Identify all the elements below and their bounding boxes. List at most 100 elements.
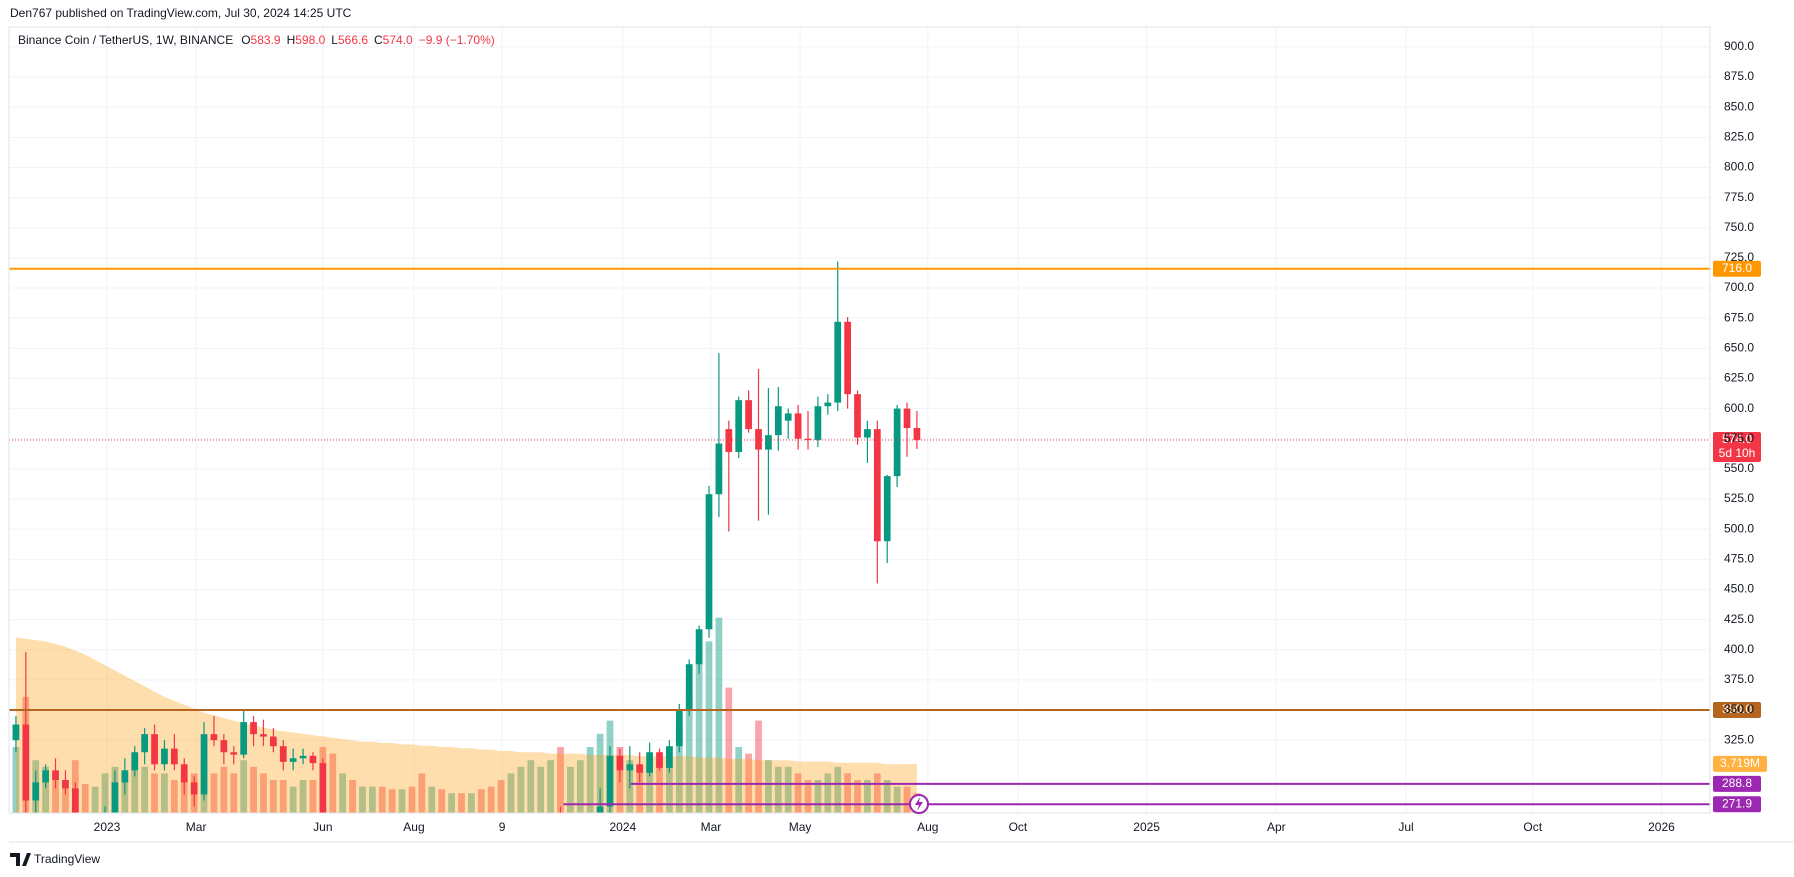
volume-bar [824,773,832,813]
volume-bar [91,786,99,813]
level-label: 288.8 [1722,776,1752,790]
volume-bar [864,780,871,813]
y-tick-label: 850.0 [1724,99,1754,113]
volume-bar [487,786,495,813]
candle-body [735,400,743,453]
volume-bar [220,766,228,813]
x-tick-label: Apr [1267,820,1286,834]
volume-bar [596,733,604,813]
level-label-bg [1713,260,1761,277]
level-label: 271.9 [1722,796,1752,810]
candle-body [269,736,277,747]
candle-body [309,755,317,764]
x-tick-label: Aug [403,820,424,834]
candle-body [250,722,257,735]
y-tick-label: 875.0 [1724,69,1754,83]
candle-body [289,758,297,762]
volume-bar [398,789,406,813]
volume-bar [675,727,683,813]
y-tick-label: 350.0 [1724,702,1754,716]
volume-bar [170,780,178,813]
volume-bar [438,789,446,813]
x-tick-label: 9 [499,820,506,834]
candle-body [873,429,881,542]
candle-body [230,752,238,755]
candle-body [210,734,218,741]
volume-bar [646,766,653,813]
candle-body [774,406,782,436]
legend-change: −9.9 (−1.70%) [419,33,495,47]
y-tick-label: 600.0 [1724,401,1754,415]
candle-body [111,782,119,813]
candle-body [844,321,851,395]
volume-bar [141,766,149,813]
x-tick-label: Oct [1009,820,1028,834]
volume-bar [586,747,594,813]
volume-bar [695,654,703,813]
y-tick-label: 475.0 [1724,551,1754,565]
level-label: 350.0 [1722,702,1752,716]
candle-body [675,710,683,747]
y-tick-label: 900.0 [1724,39,1754,53]
volume-bar [576,760,584,813]
publisher-note: Den767 published on TradingView.com, Jul… [10,6,352,20]
candle-body [279,746,287,762]
y-tick-label: 650.0 [1724,340,1754,354]
candles [12,261,921,813]
volume-bar [131,760,139,813]
candle-body [893,408,901,477]
volume-bar [299,780,307,813]
volume-bar [428,786,436,813]
volume-bar [408,786,416,813]
last-price-badge-bg [1713,431,1761,462]
volume-bar [458,793,465,813]
candle-body [903,408,911,429]
volume-bar [656,760,663,813]
x-tick-label: Mar [701,820,722,834]
y-tick-label: 575.0 [1724,431,1754,445]
candle-body [190,782,198,795]
footer-brand: TradingView [34,852,100,866]
y-tick-label: 400.0 [1724,642,1754,656]
level-label-bg [1713,775,1761,792]
candle-body [200,734,208,795]
candle-body [180,764,188,783]
levels: 716.0 350.0 288.8 271.9 574.05d 10h 3.719M [9,260,1767,813]
volume-bar [250,766,257,813]
volume-bar [309,780,317,813]
candle-body [864,429,871,438]
level-label: 716.0 [1722,261,1752,275]
legend-field-prefix: O [241,33,250,47]
volume-bar [636,766,644,813]
last-price-label: 574.0 [1722,432,1752,446]
x-tick-label: May [789,820,812,834]
candle-body [834,321,842,403]
volume-bar [210,773,218,813]
volume-bar [269,780,277,813]
volume-bar [903,786,911,813]
legend-symbol: Binance Coin / TetherUS, 1W, BINANCE [18,33,233,47]
y-tick-label: 775.0 [1724,190,1754,204]
candle-body [71,788,79,813]
candle-body [299,755,307,759]
candle-body [260,734,267,737]
y-tick-label: 700.0 [1724,280,1754,294]
candle-body [765,435,772,450]
candle-body [913,428,921,440]
candle-body [240,722,248,755]
candle-body [745,400,752,430]
candle-body [52,770,59,780]
candle-body [883,476,891,542]
legend-field-value: 574.0 [383,33,413,47]
volume-bar [369,786,376,813]
candle-body [814,406,822,440]
volume-bar [567,766,574,813]
candle-body [666,746,673,768]
volume-bar [388,789,396,813]
candle-body [725,429,733,453]
candle-body [170,748,178,765]
volume-bar [755,720,762,813]
candle-body [131,752,139,771]
volume-bar [289,786,297,813]
y-tick-label: 525.0 [1724,491,1754,505]
